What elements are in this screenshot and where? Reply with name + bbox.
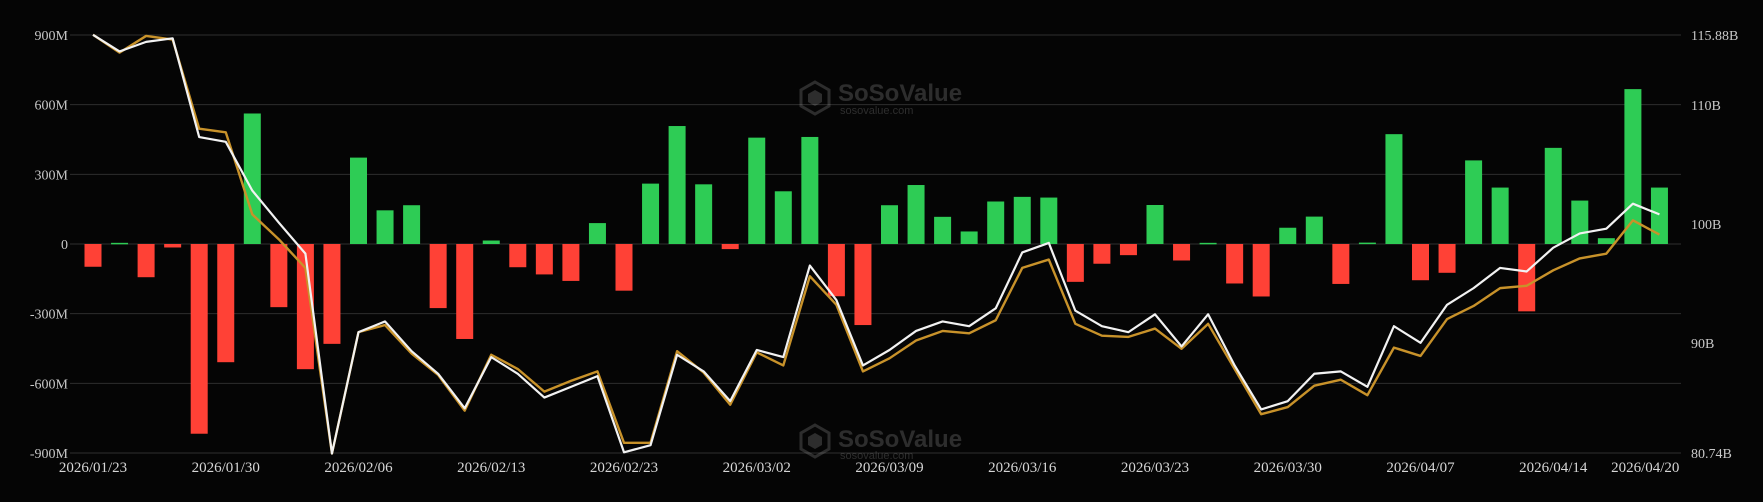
bar-series [84,89,1668,434]
bar [987,201,1005,244]
x-tick-label: 2026/03/02 [723,460,791,476]
x-tick-label: 2026/01/23 [59,460,127,476]
bar [84,244,102,267]
bar [721,244,739,250]
right-tick-label: 90B [1691,337,1714,352]
watermark-domain: sosovalue.com [840,450,913,462]
left-tick-label: 0 [61,238,68,253]
bar [934,216,952,244]
bar [1465,160,1483,244]
bar [1173,244,1191,261]
watermark-brand: SoSoValue [838,426,962,453]
sosovalue-logo-icon [799,423,831,459]
bar [1093,244,1111,264]
watermark-top: SoSoValue sosovalue.com [799,80,962,117]
bar [1358,242,1376,245]
right-tick-label: 80.74B [1691,447,1732,462]
x-tick-label: 2026/03/09 [855,460,923,476]
bar [1305,216,1323,244]
bar [1066,244,1084,282]
bar [111,242,129,245]
left-tick-label: 900M [35,29,69,44]
bar [1544,147,1562,244]
bar [1491,187,1509,244]
left-tick-label: -900M [30,447,69,462]
watermark-brand: SoSoValue [838,80,962,107]
bar [695,184,713,244]
bar [588,223,606,244]
x-tick-label: 2026/03/23 [1121,460,1189,476]
bar [960,231,978,244]
bar [323,244,341,344]
bar [1385,134,1403,244]
right-axis: 115.88B 110B 100B 90B 80.74B [1691,29,1738,462]
left-tick-label: 300M [35,168,69,183]
bar [774,191,792,244]
bar [1252,244,1270,297]
bar [535,244,553,275]
x-tick-label: 2026/04/07 [1386,460,1455,476]
bar [1650,187,1668,244]
sosovalue-logo-icon [799,80,831,116]
bar [748,137,766,244]
bar [1119,244,1137,256]
bar [296,244,314,370]
left-tick-label: -600M [30,377,69,392]
right-tick-label: 115.88B [1691,29,1738,44]
right-tick-label: 110B [1691,99,1721,114]
x-tick-label: 2026/04/14 [1519,460,1588,476]
bar [1518,244,1536,312]
bar [190,244,208,434]
bar [243,113,261,245]
watermark-domain: sosovalue.com [840,105,913,117]
left-tick-label: 600M [35,99,69,114]
bar [429,244,447,309]
x-tick-label: 2026/02/23 [590,460,658,476]
bar [668,126,686,244]
x-tick-label: 2026/04/20 [1611,460,1679,476]
bar [562,244,580,281]
bar [881,205,898,244]
bar [270,244,288,308]
bar [509,244,527,268]
bar [615,244,633,291]
bar [1279,227,1297,244]
bar [1412,244,1429,281]
bar [1040,197,1058,244]
left-axis: 900M 600M 300M 0 -300M -600M -900M [30,29,69,462]
x-tick-label: 2026/02/06 [324,460,393,476]
bar [854,244,872,326]
x-axis: 2026/01/23 2026/01/30 2026/02/06 2026/02/13… [59,460,1680,476]
x-tick-label: 2026/01/30 [192,460,260,476]
bar [827,244,845,297]
x-tick-label: 2026/03/30 [1254,460,1322,476]
bar [1438,244,1456,273]
bar [456,244,474,339]
bar [1146,204,1164,244]
bar [801,136,819,244]
bar [376,210,394,244]
line-series [92,33,1661,455]
bar [1597,238,1615,244]
bar [217,244,235,363]
bar [350,157,367,244]
bar [164,244,182,248]
x-tick-label: 2026/02/13 [457,460,525,476]
x-tick-label: 2026/03/16 [988,460,1057,476]
watermark-bottom: SoSoValue sosovalue.com [799,423,962,462]
bar [907,185,925,244]
bar [1332,244,1350,284]
bar [137,244,155,278]
left-tick-label: -300M [30,308,69,323]
bar [1226,244,1244,284]
right-tick-label: 100B [1691,218,1721,233]
bar [1013,196,1031,244]
bar [403,205,421,244]
bar [482,240,500,244]
series-line-white [92,33,1660,455]
bar [642,183,660,244]
bar [1199,242,1217,245]
